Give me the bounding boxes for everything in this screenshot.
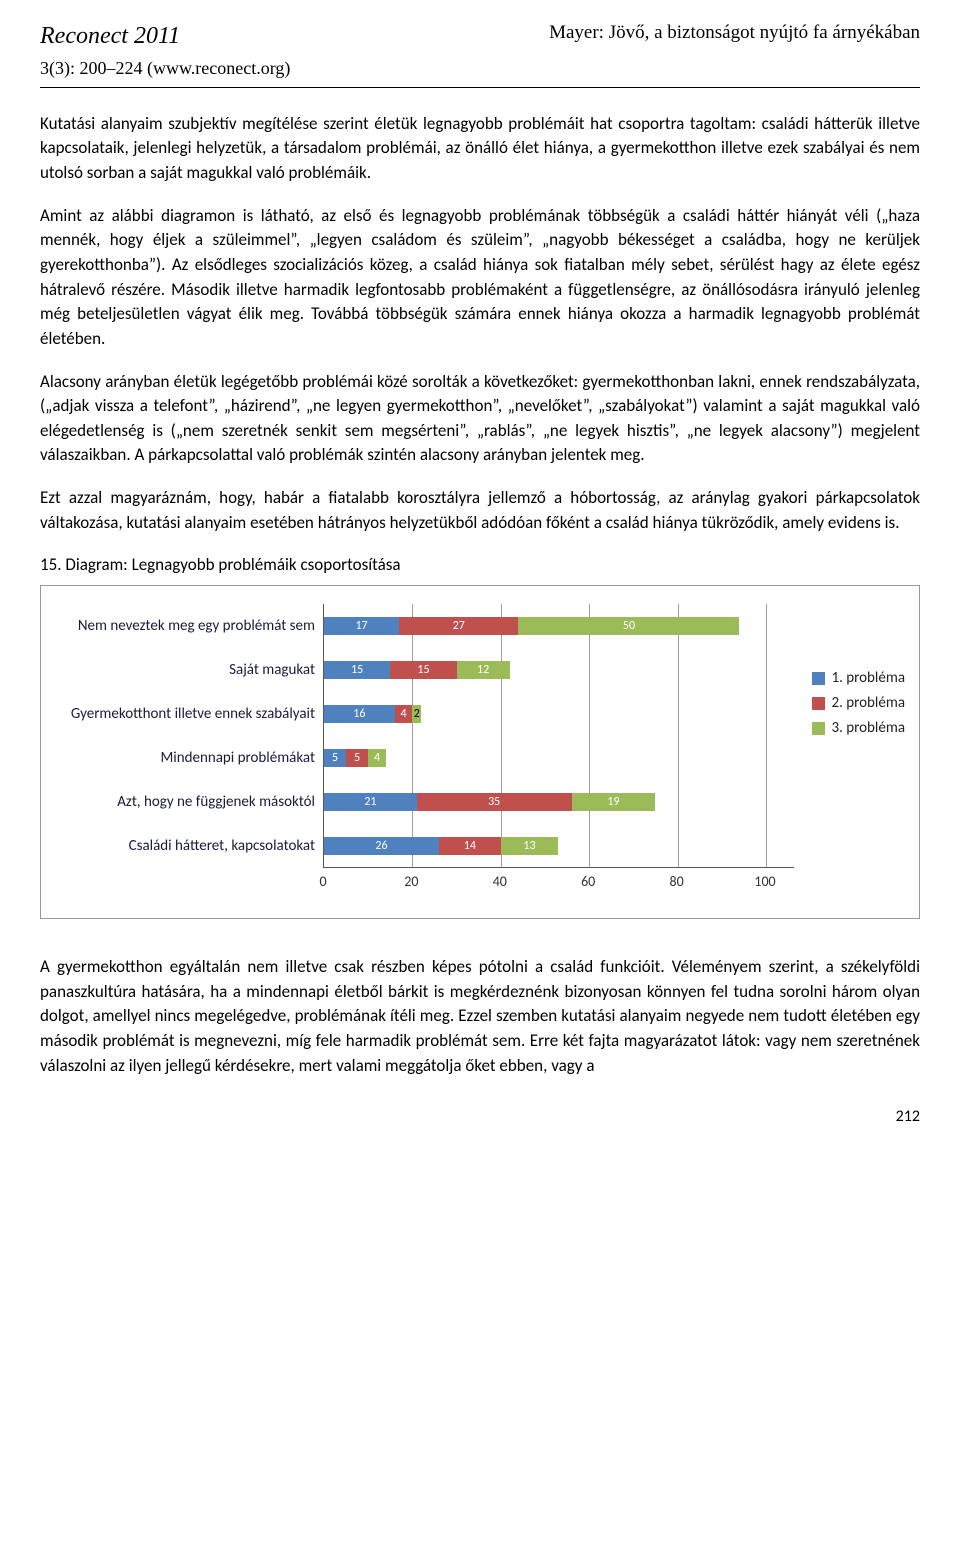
chart-bar-value: 5 (324, 749, 346, 767)
legend-label: 2. probléma (831, 693, 905, 714)
chart-x-tick: 100 (754, 872, 775, 892)
chart-bar-segment: 12 (457, 661, 510, 679)
chart-bar-segment: 4 (395, 705, 413, 723)
chart-bar-segment: 2 (412, 705, 421, 723)
chart-y-label: Azt, hogy ne függjenek másoktól (55, 780, 315, 824)
problems-chart: Nem neveztek meg egy problémát semSaját … (40, 585, 920, 919)
journal-title: Reconect 2011 (40, 20, 290, 54)
chart-gridline (412, 604, 413, 867)
chart-gridline (589, 604, 590, 867)
page-number: 212 (40, 1106, 920, 1128)
paragraph-1: Kutatási alanyaim szubjektív megítélése … (40, 112, 920, 186)
chart-bar-value: 27 (399, 617, 518, 635)
chart-x-tick: 80 (669, 872, 683, 892)
chart-bar-value: 2 (412, 705, 421, 723)
chart-bar-value: 5 (346, 749, 368, 767)
chart-bar-row: 151512 (324, 661, 510, 679)
chart-bar-row: 172750 (324, 617, 739, 635)
chart-bar-value: 14 (439, 837, 501, 855)
chart-bar-value: 12 (457, 661, 510, 679)
legend-item: 3. probléma (812, 718, 905, 739)
legend-swatch (812, 722, 825, 735)
chart-bar-value: 13 (501, 837, 558, 855)
chart-bar-value: 15 (390, 661, 456, 679)
chart-bar-value: 15 (324, 661, 390, 679)
chart-gridline (678, 604, 679, 867)
chart-bar-value: 17 (324, 617, 399, 635)
chart-bar-segment: 50 (518, 617, 739, 635)
chart-bar-row: 213519 (324, 793, 655, 811)
chart-y-label: Családi hátteret, kapcsolatokat (55, 824, 315, 868)
chart-bar-row: 1642 (324, 705, 421, 723)
legend-item: 2. probléma (812, 693, 905, 714)
chart-bar-segment: 26 (324, 837, 439, 855)
chart-bar-segment: 15 (324, 661, 390, 679)
chart-y-label: Saját magukat (55, 648, 315, 692)
paragraph-5: A gyermekotthon egyáltalán nem illetve c… (40, 955, 920, 1078)
chart-bar-segment: 27 (399, 617, 518, 635)
legend-swatch (812, 697, 825, 710)
chart-y-labels: Nem neveztek meg egy problémát semSaját … (55, 604, 323, 868)
chart-y-label: Gyermekotthont illetve ennek szabályait (55, 692, 315, 736)
legend-swatch (812, 672, 825, 685)
chart-bar-value: 35 (417, 793, 572, 811)
chart-bar-row: 554 (324, 749, 386, 767)
chart-bar-value: 26 (324, 837, 439, 855)
chart-bar-segment: 14 (439, 837, 501, 855)
chart-y-label: Mindennapi problémákat (55, 736, 315, 780)
chart-bar-value: 21 (324, 793, 417, 811)
chart-gridline (766, 604, 767, 867)
legend-label: 1. probléma (831, 668, 905, 689)
chart-gridline (501, 604, 502, 867)
chart-bar-segment: 16 (324, 705, 395, 723)
running-header: Mayer: Jövő, a biztonságot nyújtó fa árn… (549, 20, 920, 47)
chart-x-ticks: 020406080100 (323, 868, 794, 890)
chart-bar-value: 4 (368, 749, 386, 767)
journal-issue: 3(3): 200–224 (www.reconect.org) (40, 56, 290, 81)
legend-item: 1. probléma (812, 668, 905, 689)
chart-plot: 1727501515121642554213519261413 (323, 604, 794, 868)
chart-x-tick: 20 (404, 872, 418, 892)
chart-bar-segment: 13 (501, 837, 558, 855)
chart-y-label: Nem neveztek meg egy problémát sem (55, 604, 315, 648)
chart-bar-segment: 4 (368, 749, 386, 767)
chart-x-tick: 40 (493, 872, 507, 892)
chart-bar-value: 16 (324, 705, 395, 723)
chart-bar-segment: 19 (572, 793, 656, 811)
paragraph-2: Amint az alábbi diagramon is látható, az… (40, 204, 920, 352)
header-left: Reconect 2011 3(3): 200–224 (www.reconec… (40, 20, 290, 81)
chart-bar-value: 19 (572, 793, 656, 811)
chart-plot-wrap: 1727501515121642554213519261413 02040608… (323, 604, 794, 890)
chart-bar-segment: 15 (390, 661, 456, 679)
chart-legend: 1. probléma 2. probléma 3. probléma (812, 664, 905, 743)
legend-label: 3. probléma (831, 718, 905, 739)
chart-bar-segment: 5 (346, 749, 368, 767)
paragraph-4: Ezt azzal magyaráznám, hogy, habár a fia… (40, 486, 920, 535)
diagram-title: 15. Diagram: Legnagyobb problémáik csopo… (40, 553, 920, 577)
chart-bar-value: 4 (395, 705, 413, 723)
chart-bar-value: 50 (518, 617, 739, 635)
chart-bar-segment: 17 (324, 617, 399, 635)
paragraph-3: Alacsony arányban életük legégetőbb prob… (40, 370, 920, 469)
chart-x-tick: 0 (319, 872, 326, 892)
chart-bar-row: 261413 (324, 837, 558, 855)
chart-x-tick: 60 (581, 872, 595, 892)
page-header: Reconect 2011 3(3): 200–224 (www.reconec… (40, 20, 920, 88)
chart-bar-segment: 5 (324, 749, 346, 767)
chart-bar-segment: 35 (417, 793, 572, 811)
chart-bar-segment: 21 (324, 793, 417, 811)
